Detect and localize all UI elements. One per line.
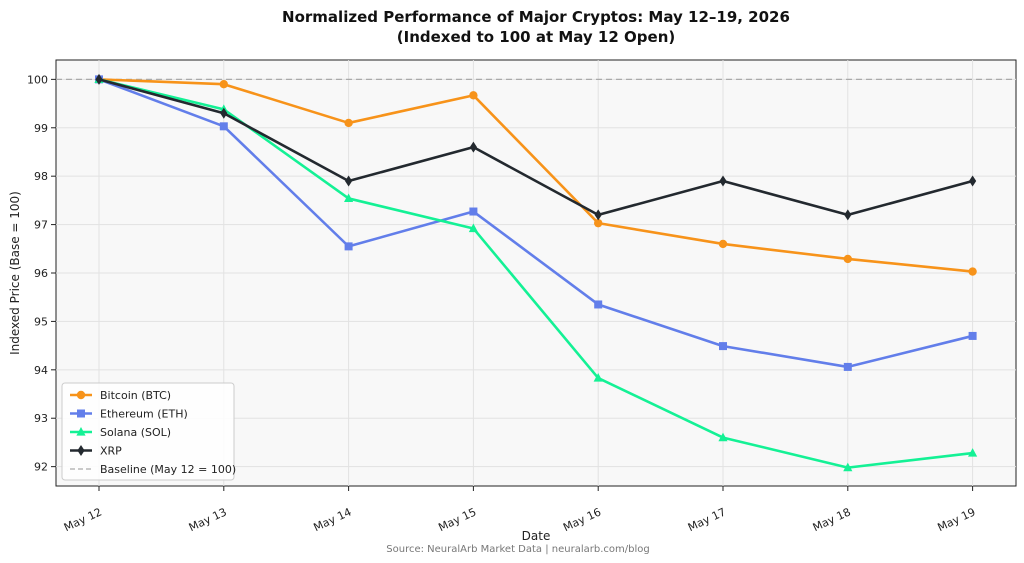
source-note: Source: NeuralArb Market Data | neuralar… [386,544,649,555]
data-point [95,73,103,85]
legend-entry: Bitcoin (BTC) [100,389,171,402]
data-point [219,80,228,89]
data-point [469,207,478,216]
series [94,73,978,472]
data-point [719,342,727,351]
data-point [594,209,602,221]
x-tick-label: May 18 [811,505,853,534]
y-axis-ticks: 92 93 94 95 96 97 98 99 100 [27,73,56,474]
x-tick-label: May 12 [62,505,104,534]
y-tick-label: 93 [34,412,48,425]
x-tick-label: May 17 [686,505,728,534]
data-point [843,254,852,264]
chart-title-line1: Normalized Performance of Major Cryptos:… [282,8,790,26]
y-tick-label: 92 [34,461,48,474]
data-point [594,300,603,309]
legend-entry: Baseline (May 12 = 100) [100,463,236,476]
data-point [345,175,353,187]
legend: Bitcoin (BTC) Ethereum (ETH) Solana (SOL) X… [61,382,236,481]
y-tick-label: 100 [27,73,48,86]
y-axis-label: Indexed Price (Base = 100) [8,191,22,355]
series-line [98,78,973,369]
legend-marker [76,427,86,436]
data-point [718,239,728,249]
data-point [344,118,353,128]
x-axis-label: Date [522,529,551,543]
data-point [843,462,853,472]
data-point [593,373,603,382]
data-point [968,267,977,276]
legend-marker [77,409,85,418]
data-point [718,432,728,442]
data-point [219,122,228,131]
legend-entry: Ethereum (ETH) [100,408,188,421]
data-point [594,218,603,228]
legend-entry: XRP [100,445,122,458]
x-tick-label: May 13 [187,505,229,534]
data-point [344,193,354,203]
y-tick-label: 96 [34,267,48,280]
data-point [968,448,978,457]
x-tick-label: May 15 [436,505,478,534]
chart-title-line2: (Indexed to 100 at May 12 Open) [397,28,675,46]
y-tick-label: 99 [34,122,48,135]
data-point [469,91,478,100]
data-point [469,141,477,153]
data-point [969,175,977,187]
legend-entry: Solana (SOL) [100,426,171,439]
data-point [344,242,353,251]
series-3 [95,73,977,221]
series-line [98,78,973,273]
legend-marker [76,390,86,400]
legend-box [61,382,235,481]
data-point [968,331,977,340]
y-tick-label: 98 [34,170,48,183]
x-tick-label: May 14 [312,505,354,534]
x-tick-label: May 19 [936,505,978,534]
y-tick-label: 97 [34,219,48,232]
data-point [220,107,228,119]
y-tick-label: 94 [34,364,48,377]
data-point [468,223,478,233]
series-line [98,78,973,217]
data-point [844,209,852,221]
data-point [843,362,852,371]
x-axis-ticks: May 12 May 13 May 14 May 15 May 16 May 17 May … [62,486,978,534]
data-point [719,175,727,187]
x-tick-label: May 16 [561,505,603,534]
legend-marker [77,445,85,456]
y-tick-label: 95 [34,315,48,328]
